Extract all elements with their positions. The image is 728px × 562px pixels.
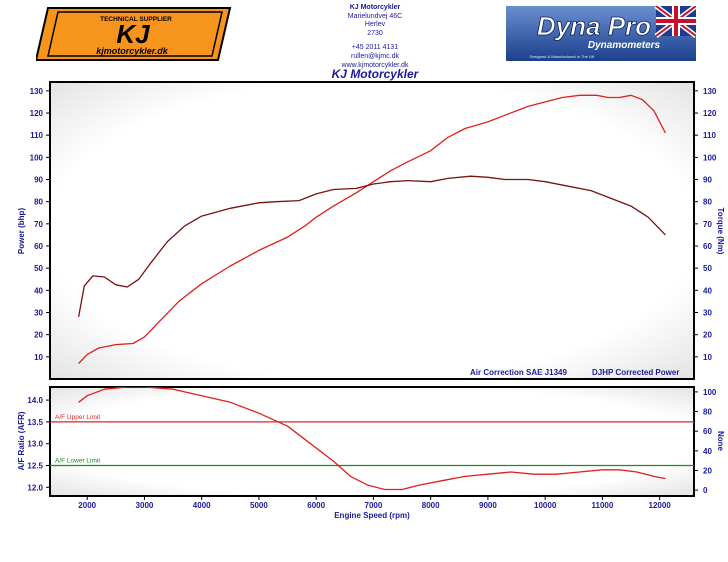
rpm-tick-label: 11000: [592, 501, 614, 510]
power-tick-label: 50: [34, 264, 43, 273]
air-correction-note: Air Correction SAE J1349: [470, 368, 567, 377]
rpm-tick-label: 8000: [422, 501, 440, 510]
rpm-tick-label: 9000: [479, 501, 497, 510]
rpm-tick-label: 3000: [136, 501, 154, 510]
logo-top-text: TECHNICAL SUPPLIER: [100, 16, 172, 23]
right-tick-label: 100: [703, 388, 717, 397]
power-tick-label: 130: [30, 87, 44, 96]
torque-tick-label: 90: [703, 176, 712, 185]
page-title: KJ Motorcykler: [331, 67, 419, 81]
afr-tick-label: 12.5: [27, 461, 43, 470]
power-tick-label: 30: [34, 309, 43, 318]
power-tick-label: 60: [34, 242, 43, 251]
right-tick-label: 20: [703, 466, 712, 475]
power-axis-label: Power (bhp): [17, 208, 26, 255]
power-tick-label: 20: [34, 331, 43, 340]
rpm-tick-label: 7000: [365, 501, 383, 510]
torque-tick-label: 40: [703, 286, 712, 295]
torque-curve: [77, 175, 666, 318]
torque-axis-label: Torque (Nm): [716, 208, 725, 255]
afr-axis-label: A/F Ratio (AFR): [17, 411, 26, 470]
right-tick-label: 60: [703, 427, 712, 436]
rpm-tick-label: 2000: [78, 501, 96, 510]
torque-tick-label: 20: [703, 331, 712, 340]
logo-url-text: kjmotorcykler.dk: [96, 46, 169, 56]
rpm-tick-label: 12000: [649, 501, 672, 510]
torque-tick-label: 130: [703, 87, 717, 96]
x-axis-label: Engine Speed (rpm): [334, 511, 410, 520]
dealer-name: KJ Motorcykler: [349, 4, 401, 11]
dynapro-tagline: Designed & Manufactured in The UK: [529, 54, 594, 59]
corrected-power-note: DJHP Corrected Power: [592, 368, 679, 377]
afr-tick-label: 12.0: [27, 483, 43, 492]
dealer-website: www.kjmotorcykler.dk: [341, 61, 409, 69]
afr-right-axis-label: None: [716, 431, 725, 452]
power-tick-label: 90: [34, 176, 43, 185]
power-tick-label: 70: [34, 220, 43, 229]
logo-main-text: KJ: [116, 19, 150, 49]
kj-motorcykler-logo: TECHNICAL SUPPLIER KJ kjmotorcykler.dk: [36, 7, 232, 61]
power-tick-label: 10: [34, 353, 43, 362]
power-torque-plot-area: [49, 81, 695, 380]
torque-tick-label: 10: [703, 353, 712, 362]
torque-tick-label: 30: [703, 309, 712, 318]
dealer-phone: +45 2011 4131: [351, 44, 399, 52]
power-tick-label: 40: [34, 286, 43, 295]
afr-tick-label: 14.0: [27, 396, 43, 405]
torque-tick-label: 80: [703, 198, 712, 207]
dealer-address-1: Marielundvej 46C: [347, 12, 403, 20]
torque-tick-label: 50: [703, 264, 712, 273]
torque-tick-label: 120: [703, 109, 717, 118]
rpm-tick-label: 4000: [193, 501, 211, 510]
power-tick-label: 80: [34, 198, 43, 207]
power-tick-label: 120: [30, 109, 44, 118]
dynapro-brand: Dyna Pro: [537, 11, 651, 41]
dealer-contact-block: KJ Motorcykler Marielundvej 46C Herlev 2…: [300, 4, 450, 70]
dealer-email: rullen@kjmc.dk: [351, 52, 399, 60]
rpm-tick-label: 5000: [250, 501, 268, 510]
power-tick-label: 100: [30, 153, 44, 162]
dealer-address-3: 2730: [367, 29, 383, 37]
afr-plot-area: [49, 386, 695, 497]
right-tick-label: 0: [703, 486, 708, 495]
dynapro-sub: Dynamometers: [588, 40, 661, 51]
afr-curve: [78, 387, 666, 491]
dealer-address-2: Herlev: [364, 21, 386, 29]
right-tick-label: 40: [703, 447, 712, 456]
torque-tick-label: 70: [703, 220, 712, 229]
dynapro-logo: Dyna Pro Dynamometers Designed & Manufac…: [506, 6, 696, 61]
right-tick-label: 80: [703, 408, 712, 417]
power-tick-label: 110: [30, 131, 43, 140]
afr-upper-limit-label: A/F Upper Limit: [55, 414, 100, 421]
union-flag-icon: [654, 6, 696, 38]
torque-tick-label: 60: [703, 242, 712, 251]
power-curve: [78, 94, 666, 364]
afr-tick-label: 13.0: [27, 440, 43, 449]
torque-tick-label: 110: [703, 131, 716, 140]
rpm-tick-label: 6000: [307, 501, 325, 510]
afr-tick-label: 13.5: [27, 418, 43, 427]
rpm-tick-label: 10000: [534, 501, 557, 510]
torque-tick-label: 100: [703, 153, 717, 162]
afr-lower-limit-label: A/F Lower Limit: [55, 457, 100, 464]
